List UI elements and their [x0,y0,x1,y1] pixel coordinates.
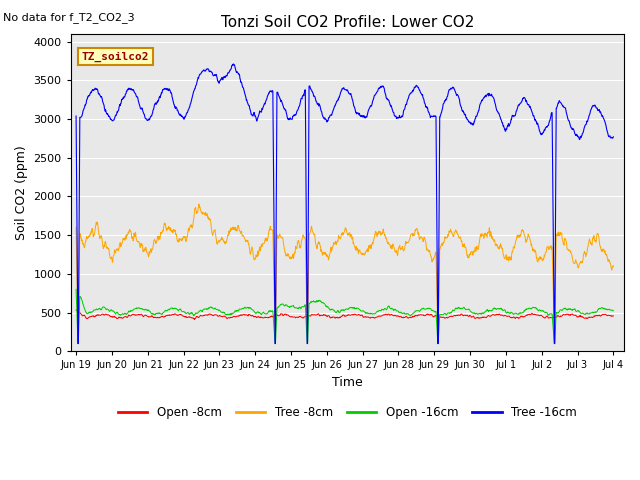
Text: No data for f_T2_CO2_3: No data for f_T2_CO2_3 [3,12,135,23]
Title: Tonzi Soil CO2 Profile: Lower CO2: Tonzi Soil CO2 Profile: Lower CO2 [221,15,474,30]
Text: TZ_soilco2: TZ_soilco2 [82,51,149,61]
X-axis label: Time: Time [332,376,363,389]
Legend: Open -8cm, Tree -8cm, Open -16cm, Tree -16cm: Open -8cm, Tree -8cm, Open -16cm, Tree -… [113,402,582,424]
Y-axis label: Soil CO2 (ppm): Soil CO2 (ppm) [15,145,28,240]
